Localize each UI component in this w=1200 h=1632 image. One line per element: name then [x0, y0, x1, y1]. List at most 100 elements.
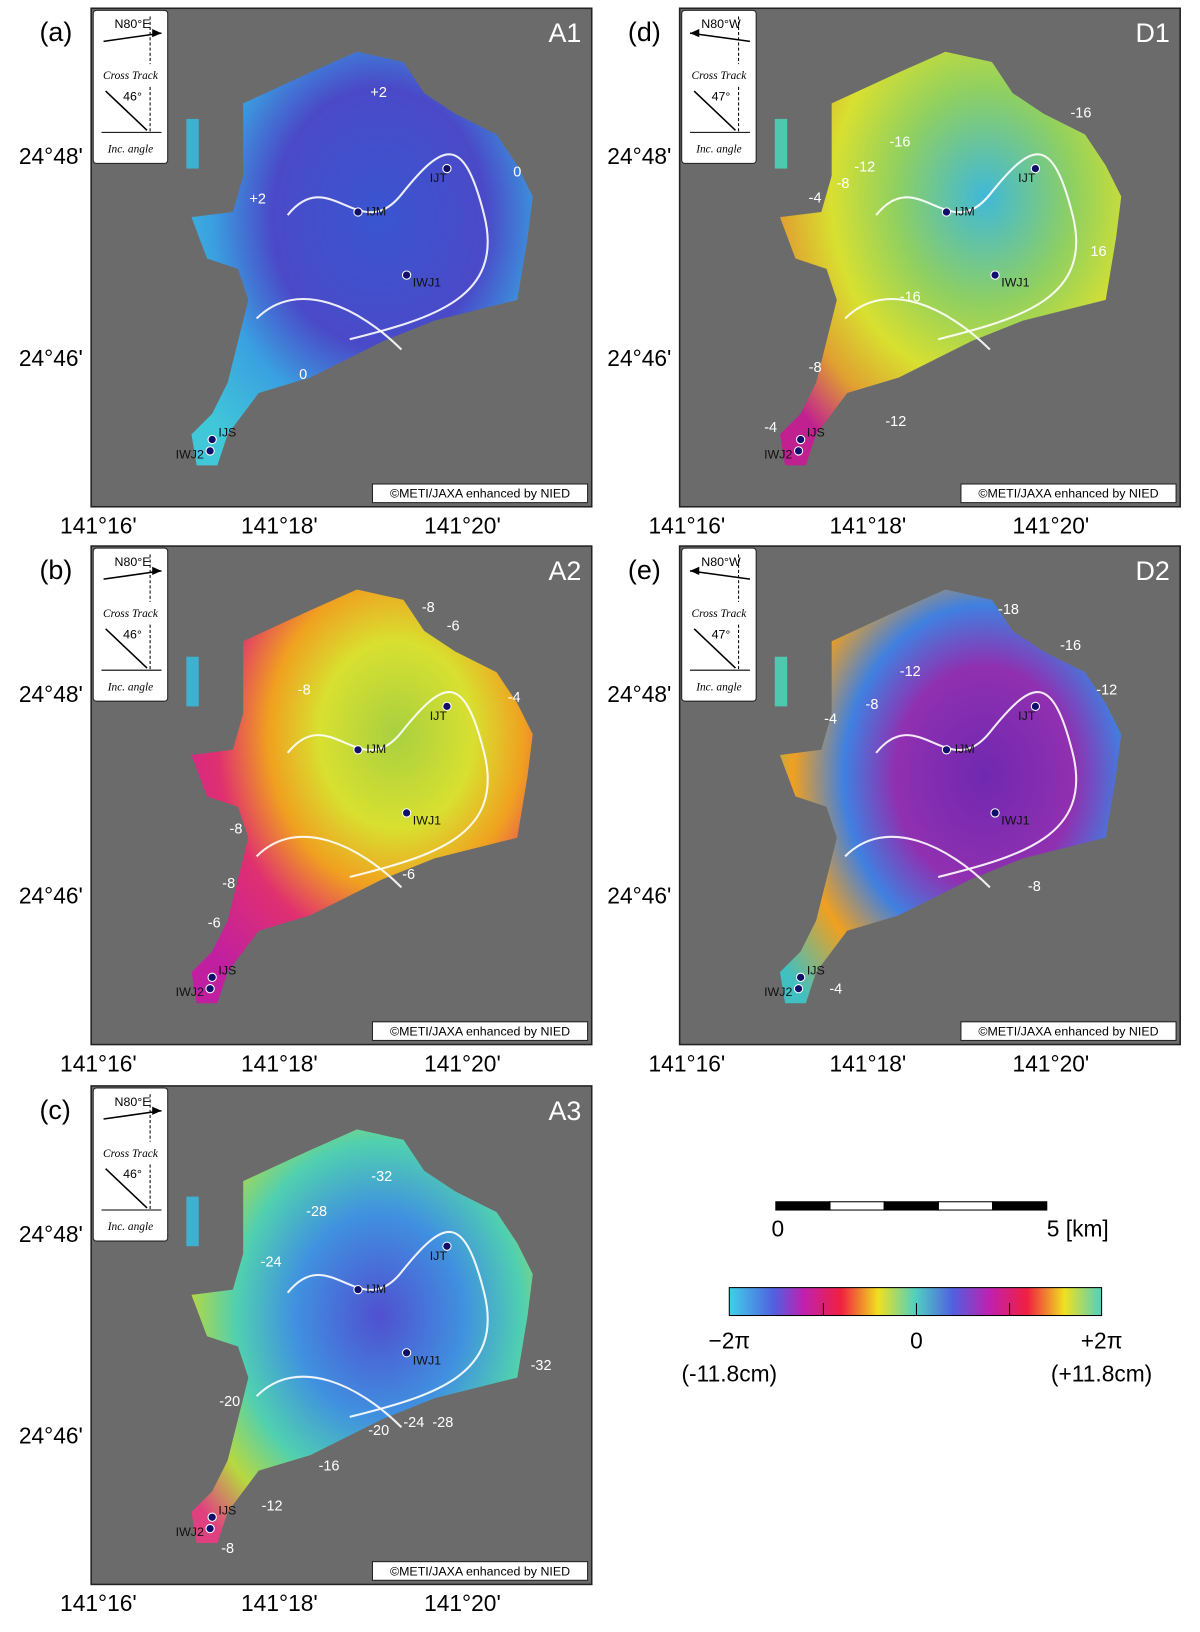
station-marker — [205, 446, 215, 456]
latitude-label: 24°48' — [19, 681, 83, 707]
direction-arrow — [103, 32, 162, 43]
panel-name: A1 — [549, 18, 582, 48]
station-label: IWJ2 — [176, 447, 204, 461]
islet — [186, 1196, 199, 1247]
station-label: IJS — [807, 963, 825, 977]
station-marker — [442, 1241, 452, 1251]
incidence-arrow — [693, 628, 737, 669]
longitude-label: 141°18' — [241, 1050, 318, 1076]
station-marker — [353, 745, 363, 755]
colorbar — [728, 1287, 1103, 1317]
contour-label: +2 — [249, 191, 266, 207]
incidence-label: Inc. angle — [107, 144, 153, 156]
angle-label: 47° — [712, 89, 731, 103]
arrow-head — [689, 28, 700, 38]
inset-box — [92, 9, 169, 164]
direction-arrow — [103, 570, 162, 580]
contour-label: -8 — [221, 1541, 234, 1557]
arrow-head — [152, 28, 162, 38]
incidence-label: Inc. angle — [695, 144, 741, 156]
islet — [186, 118, 199, 169]
contour-label: 0 — [513, 165, 521, 181]
angle-label: 46° — [123, 89, 142, 103]
latitude-label: 24°48' — [19, 1221, 83, 1247]
longitude-label: 141°16' — [649, 1050, 726, 1076]
station-marker — [990, 808, 1000, 818]
contour-label: -8 — [222, 876, 235, 892]
panel-name: D1 — [1135, 18, 1169, 48]
contour-line — [844, 835, 991, 889]
station-label: IWJ2 — [764, 985, 792, 999]
credit-text: ©METI/JAXA enhanced by NIED — [390, 487, 570, 501]
station-marker — [401, 1348, 412, 1358]
contour-label: +2 — [370, 85, 387, 101]
map-panel: (c) A3 N80°E Cross Track 46° Inc. angle 24°48'… — [19, 1085, 593, 1616]
contour-label: -8 — [422, 600, 435, 616]
longitude-label: 141°16' — [60, 512, 137, 538]
incidence-label: Inc. angle — [695, 681, 741, 693]
station-marker — [1030, 701, 1041, 712]
scale-segment — [883, 1201, 939, 1211]
arrow-head — [689, 566, 700, 576]
contour-label: -8 — [1028, 879, 1041, 895]
inset-box — [92, 1087, 169, 1242]
direction-label: N80°W — [701, 17, 741, 31]
station-label: IJT — [1018, 171, 1036, 185]
contour-label: -12 — [900, 664, 921, 680]
contour-line — [844, 298, 991, 351]
contour-line — [255, 298, 403, 351]
colorbar-label: −2π — [708, 1327, 750, 1353]
station-marker — [401, 808, 412, 818]
credit-box — [960, 1021, 1177, 1041]
station-label: IJS — [218, 1503, 236, 1517]
contour-label: -16 — [1070, 106, 1091, 122]
geometry-inset: N80°W Cross Track 47° Inc. angle — [681, 547, 757, 702]
longitude-label: 141°18' — [241, 1590, 318, 1616]
latitude-label: 24°48' — [607, 681, 671, 707]
contour-label: -4 — [764, 420, 777, 436]
islet — [774, 656, 788, 707]
incidence-arrow — [105, 628, 148, 669]
contour-line — [875, 691, 1078, 879]
incidence-arrow — [105, 90, 148, 131]
station-label: IJS — [218, 426, 236, 440]
scale-segment — [775, 1201, 831, 1211]
arrow-head — [152, 1106, 162, 1115]
station-label: IJM — [366, 1282, 386, 1296]
station-label: IJT — [430, 171, 448, 185]
angle-label: 46° — [123, 627, 142, 641]
station-label: IJT — [1018, 709, 1036, 723]
longitude-label: 141°18' — [830, 512, 907, 538]
colorbar-label: 0 — [910, 1327, 923, 1353]
contour-label: -16 — [1060, 638, 1081, 654]
colorbar-sublabel: (+11.8cm) — [1051, 1361, 1152, 1387]
station-marker — [401, 270, 412, 280]
station-marker — [353, 207, 363, 217]
panel-label: (b) — [39, 555, 72, 585]
credit-text: ©METI/JAXA enhanced by NIED — [978, 1024, 1158, 1038]
track-label: Cross Track — [692, 70, 748, 82]
station-marker — [207, 972, 217, 982]
scale-segment — [992, 1201, 1048, 1211]
direction-arrow — [689, 570, 751, 580]
geometry-inset: N80°E Cross Track 46° Inc. angle — [92, 9, 169, 164]
station-marker — [353, 1285, 363, 1295]
colorbar-label: +2π — [1081, 1327, 1123, 1353]
contour-label: 16 — [1090, 244, 1106, 260]
station-marker — [207, 1512, 217, 1522]
contour-label: -28 — [432, 1415, 453, 1431]
map-panel: (d) D1 N80°W Cross Track 47° Inc. angle 24°48'… — [607, 7, 1181, 538]
direction-arrow — [103, 1109, 162, 1120]
geometry-inset: N80°E Cross Track 46° Inc. angle — [92, 1087, 169, 1242]
longitude-label: 141°20' — [424, 1590, 501, 1616]
inset-box — [681, 547, 757, 702]
station-label: IWJ2 — [176, 1525, 204, 1539]
station-label: IWJ1 — [1001, 276, 1029, 290]
credit-text: ©METI/JAXA enhanced by NIED — [978, 487, 1158, 501]
contour-label: -4 — [824, 712, 837, 728]
contour-label: -8 — [837, 176, 850, 192]
panel-label: (a) — [39, 17, 72, 47]
arrow-head — [152, 566, 162, 576]
contour-label: -6 — [208, 915, 221, 931]
